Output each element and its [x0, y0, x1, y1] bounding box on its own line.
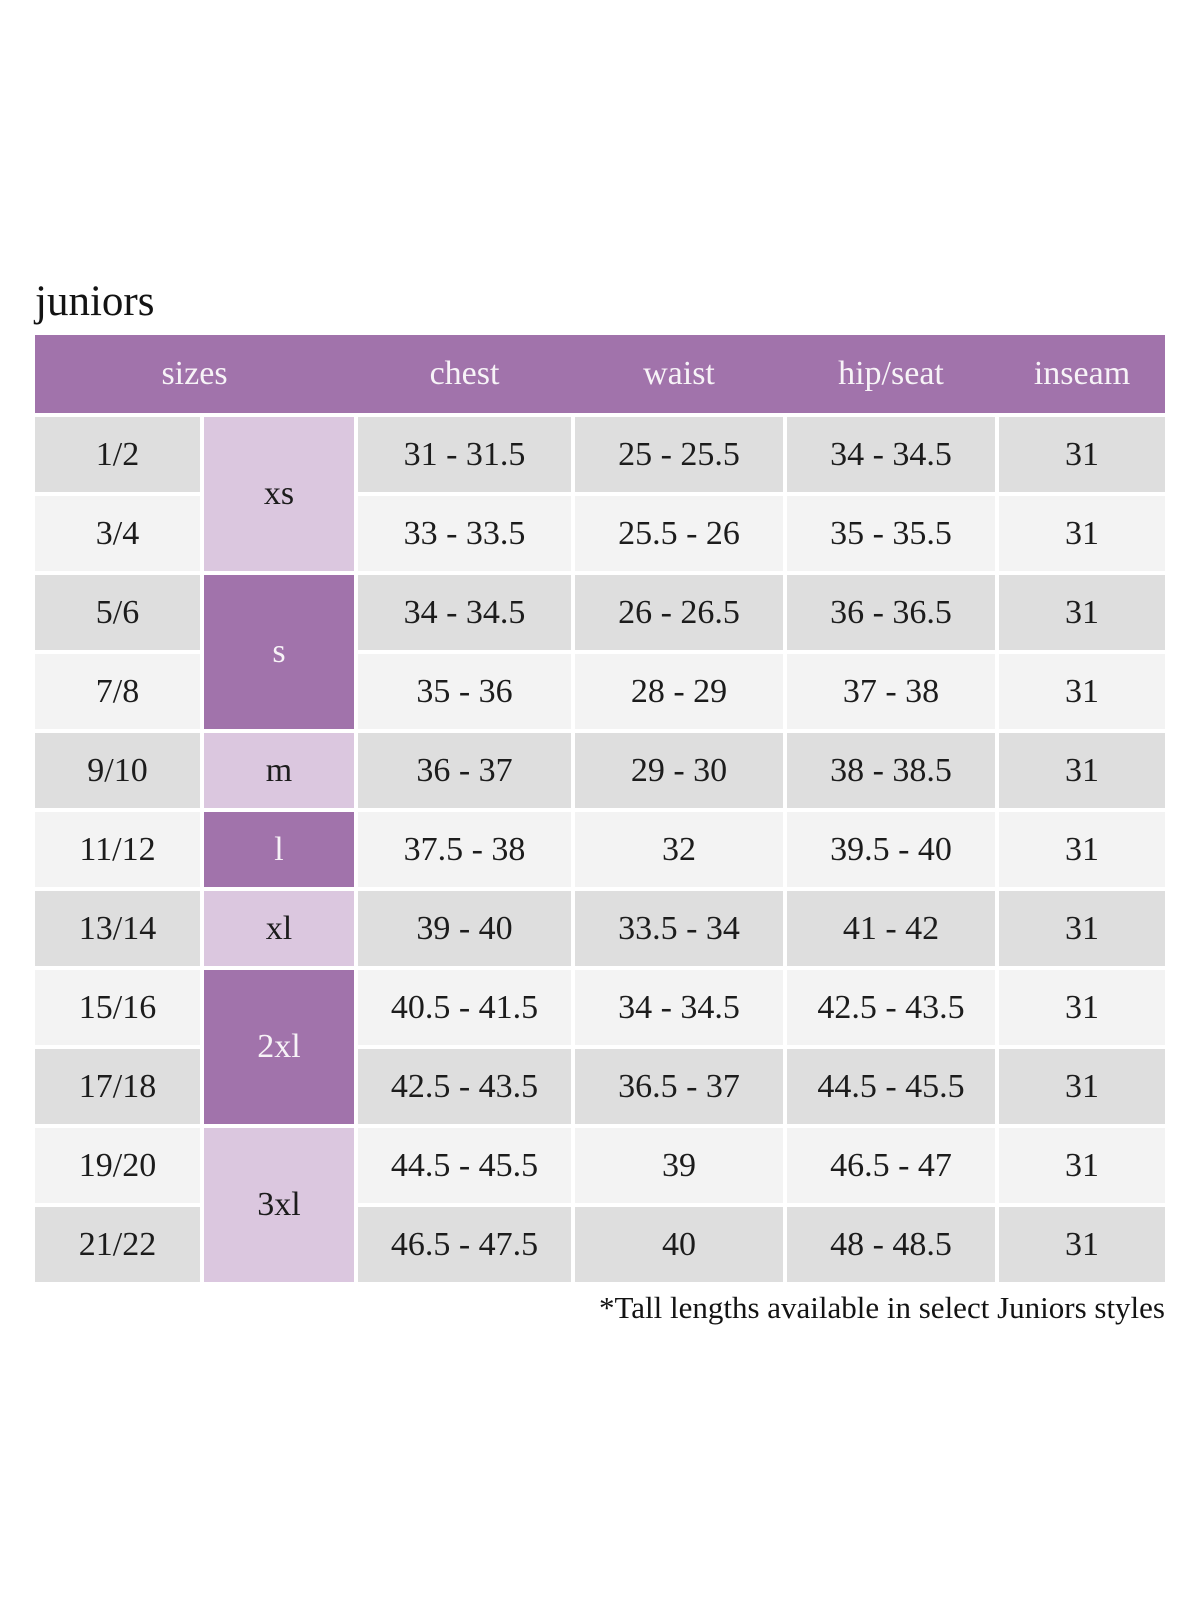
header-cell-sizes: sizes: [161, 355, 228, 392]
size-group-cell: s: [204, 575, 354, 729]
chest-cell: 35 - 36: [358, 654, 571, 729]
hip-seat-cell: 36 - 36.5: [787, 575, 995, 650]
chest-cell: 34 - 34.5: [358, 575, 571, 650]
inseam-cell: 31: [999, 654, 1165, 729]
waist-cell: 25 - 25.5: [575, 417, 783, 492]
inseam-cell: 31: [999, 1207, 1165, 1282]
waist-cell: 26 - 26.5: [575, 575, 783, 650]
waist-cell: 40: [575, 1207, 783, 1282]
inseam-cell: 31: [999, 891, 1165, 966]
size-cell: 21/22: [35, 1207, 200, 1282]
inseam-cell: 31: [999, 417, 1165, 492]
size-cell: 19/20: [35, 1128, 200, 1203]
size-group-cell: m: [204, 733, 354, 808]
header-cell-waist: waist: [643, 355, 715, 392]
hip-seat-cell: 37 - 38: [787, 654, 995, 729]
hip-seat-cell: 46.5 - 47: [787, 1128, 995, 1203]
inseam-cell: 31: [999, 1049, 1165, 1124]
tall-lengths-footnote: *Tall lengths available in select Junior…: [598, 1290, 1165, 1325]
waist-cell: 25.5 - 26: [575, 496, 783, 571]
header-cell-chest: chest: [429, 355, 500, 392]
waist-cell: 39: [575, 1128, 783, 1203]
size-group-cell: l: [204, 812, 354, 887]
chest-cell: 42.5 - 43.5: [358, 1049, 571, 1124]
waist-cell: 36.5 - 37: [575, 1049, 783, 1124]
waist-cell: 33.5 - 34: [575, 891, 783, 966]
chest-cell: 44.5 - 45.5: [358, 1128, 571, 1203]
chest-cell: 37.5 - 38: [358, 812, 571, 887]
inseam-cell: 31: [999, 733, 1165, 808]
hip-seat-cell: 34 - 34.5: [787, 417, 995, 492]
size-cell: 7/8: [35, 654, 200, 729]
size-cell: 11/12: [35, 812, 200, 887]
size-group-cell: xs: [204, 417, 354, 571]
hip-seat-cell: 41 - 42: [787, 891, 995, 966]
waist-cell: 28 - 29: [575, 654, 783, 729]
size-cell: 3/4: [35, 496, 200, 571]
chest-cell: 36 - 37: [358, 733, 571, 808]
hip-seat-cell: 42.5 - 43.5: [787, 970, 995, 1045]
size-group-cell: xl: [204, 891, 354, 966]
chest-cell: 40.5 - 41.5: [358, 970, 571, 1045]
hip-seat-cell: 48 - 48.5: [787, 1207, 995, 1282]
size-cell: 5/6: [35, 575, 200, 650]
header-cell-hip-seat: hip/seat: [838, 355, 944, 392]
size-cell: 1/2: [35, 417, 200, 492]
chest-cell: 46.5 - 47.5: [358, 1207, 571, 1282]
waist-cell: 29 - 30: [575, 733, 783, 808]
waist-cell: 34 - 34.5: [575, 970, 783, 1045]
inseam-cell: 31: [999, 496, 1165, 571]
inseam-cell: 31: [999, 812, 1165, 887]
hip-seat-cell: 35 - 35.5: [787, 496, 995, 571]
size-cell: 17/18: [35, 1049, 200, 1124]
size-cell: 9/10: [35, 733, 200, 808]
table-body: 1/2 31 - 31.5 25 - 25.5 34 - 34.5 31 3/4 33 - …: [35, 417, 1165, 1282]
waist-cell: 32: [575, 812, 783, 887]
size-table: sizes chest waist hip/seat inseam 1/2 31 …: [35, 335, 1165, 1282]
inseam-cell: 31: [999, 1128, 1165, 1203]
size-group-cell: 3xl: [204, 1128, 354, 1282]
hip-seat-cell: 39.5 - 40: [787, 812, 995, 887]
size-cell: 13/14: [35, 891, 200, 966]
hip-seat-cell: 38 - 38.5: [787, 733, 995, 808]
inseam-cell: 31: [999, 970, 1165, 1045]
chest-cell: 31 - 31.5: [358, 417, 571, 492]
inseam-cell: 31: [999, 575, 1165, 650]
chest-cell: 33 - 33.5: [358, 496, 571, 571]
page-title: juniors: [35, 278, 155, 325]
chest-cell: 39 - 40: [358, 891, 571, 966]
table-header-row: sizes chest waist hip/seat inseam: [35, 335, 1165, 413]
size-group-cell: 2xl: [204, 970, 354, 1124]
size-cell: 15/16: [35, 970, 200, 1045]
header-cell-inseam: inseam: [1033, 355, 1131, 392]
hip-seat-cell: 44.5 - 45.5: [787, 1049, 995, 1124]
